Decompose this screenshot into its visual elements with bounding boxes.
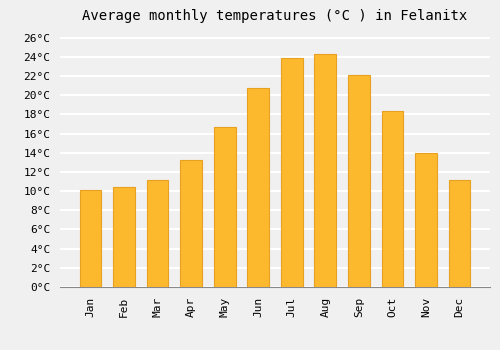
Bar [113,187,135,287]
Bar [281,58,302,287]
Bar [214,127,236,287]
Bar [314,54,336,287]
Bar [248,89,269,287]
Bar [146,180,169,287]
Bar [382,111,404,287]
Bar [348,75,370,287]
Bar [448,180,470,287]
Bar [415,153,437,287]
Bar [180,160,202,287]
Title: Average monthly temperatures (°C ) in Felanitx: Average monthly temperatures (°C ) in Fe… [82,9,468,23]
Bar [80,190,102,287]
